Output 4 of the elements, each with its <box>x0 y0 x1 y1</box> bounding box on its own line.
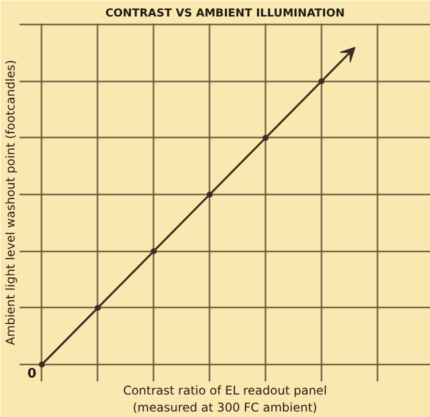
y-axis-title: Ambient light level washout point (footcandles) <box>4 60 18 346</box>
text: 0 <box>27 366 36 382</box>
chart-title: CONTRAST VS AMBIENT ILLUMINATION <box>105 6 345 20</box>
x-axis-title: Contrast ratio of EL readout panel (measured at 300 FC ambient) <box>123 384 327 414</box>
